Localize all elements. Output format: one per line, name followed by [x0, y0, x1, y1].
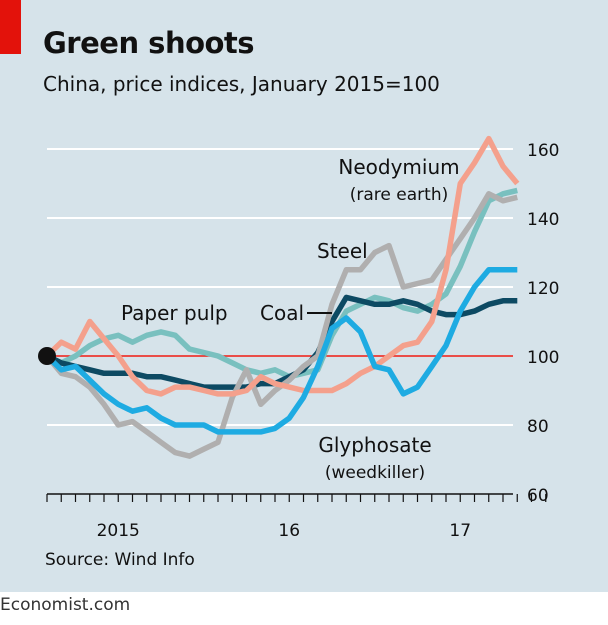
brand-footer: Economist.com: [0, 595, 131, 615]
y-tick-label-140: 140: [527, 210, 559, 230]
label-neodymium-sub: (rare earth): [350, 185, 448, 205]
y-tick-label-60: 60: [527, 486, 549, 506]
chart-subtitle: China, price indices, January 2015=100: [43, 72, 440, 96]
x-tick-label-16: 16: [278, 521, 300, 541]
label-coal: Coal: [260, 301, 304, 325]
series-line-coal: [45, 294, 518, 390]
series-line-glyphosate: [45, 267, 518, 435]
y-tick-label-100: 100: [527, 348, 559, 368]
series-lines: [38, 135, 520, 459]
y-tick-label-80: 80: [527, 417, 549, 437]
label-neodymium: Neodymium: [338, 155, 459, 179]
start-point-dot: [38, 347, 56, 365]
label-paper-pulp: Paper pulp: [121, 301, 228, 325]
y-axis-labels: 60 80 100 120 140 160: [527, 141, 559, 506]
series-annotations: Neodymium (rare earth) Steel Paper pulp Coal…: [121, 155, 460, 483]
series-line-neodymium: [45, 135, 520, 397]
line-chart: 60 80 100 120 140 160 2015 16 17 Neodymium (rare…: [38, 135, 559, 541]
label-glyphosate-sub: (weedkiller): [325, 463, 425, 483]
y-tick-label-120: 120: [527, 279, 559, 299]
label-glyphosate: Glyphosate: [318, 433, 431, 457]
y-tick-label-160: 160: [527, 141, 559, 161]
label-steel: Steel: [317, 239, 368, 263]
x-axis: 2015 16 17: [46, 493, 547, 541]
x-tick-label-17: 17: [449, 521, 471, 541]
x-tick-label-2015: 2015: [97, 521, 140, 541]
chart-title: Green shoots: [43, 26, 255, 60]
brand-red-tag: [0, 0, 21, 54]
source-note: Source: Wind Info: [45, 550, 195, 570]
